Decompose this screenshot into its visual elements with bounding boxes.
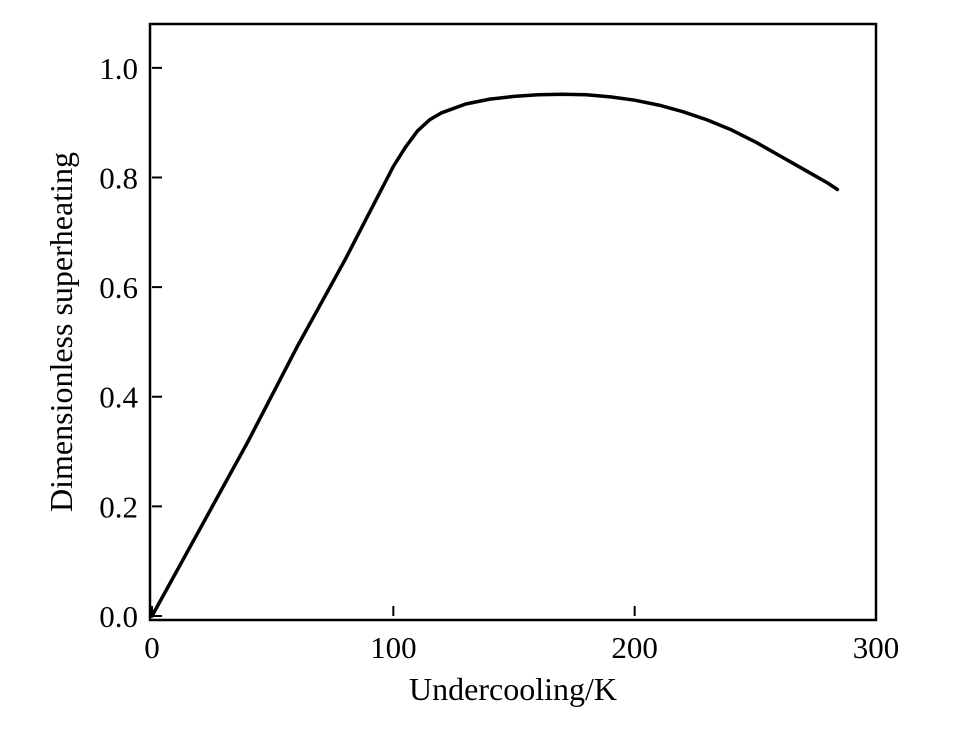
y-tick-label: 0.4 xyxy=(99,380,138,415)
x-tick-label: 300 xyxy=(853,630,900,665)
y-tick-label: 0.2 xyxy=(99,489,138,524)
axis-ticks xyxy=(151,66,877,617)
plot-frame xyxy=(148,22,878,622)
y-tick-label: 0.6 xyxy=(99,270,138,305)
x-tick-label: 0 xyxy=(144,630,160,665)
series-layer xyxy=(150,92,840,618)
x-tick-label: 200 xyxy=(611,630,658,665)
series-line-0 xyxy=(150,92,840,618)
y-tick-label: 1.0 xyxy=(99,51,138,86)
axis-tick-labels: 0 100 200 300 0.0 0.2 0.4 0.6 0.8 1.0 xyxy=(99,51,899,665)
y-tick-label: 0.0 xyxy=(99,599,138,634)
y-axis-title: Dimensionless superheating xyxy=(43,152,79,512)
y-tick-label: 0.8 xyxy=(99,160,138,195)
x-tick-label: 100 xyxy=(370,630,417,665)
x-axis-title: Undercooling/K xyxy=(409,671,617,707)
